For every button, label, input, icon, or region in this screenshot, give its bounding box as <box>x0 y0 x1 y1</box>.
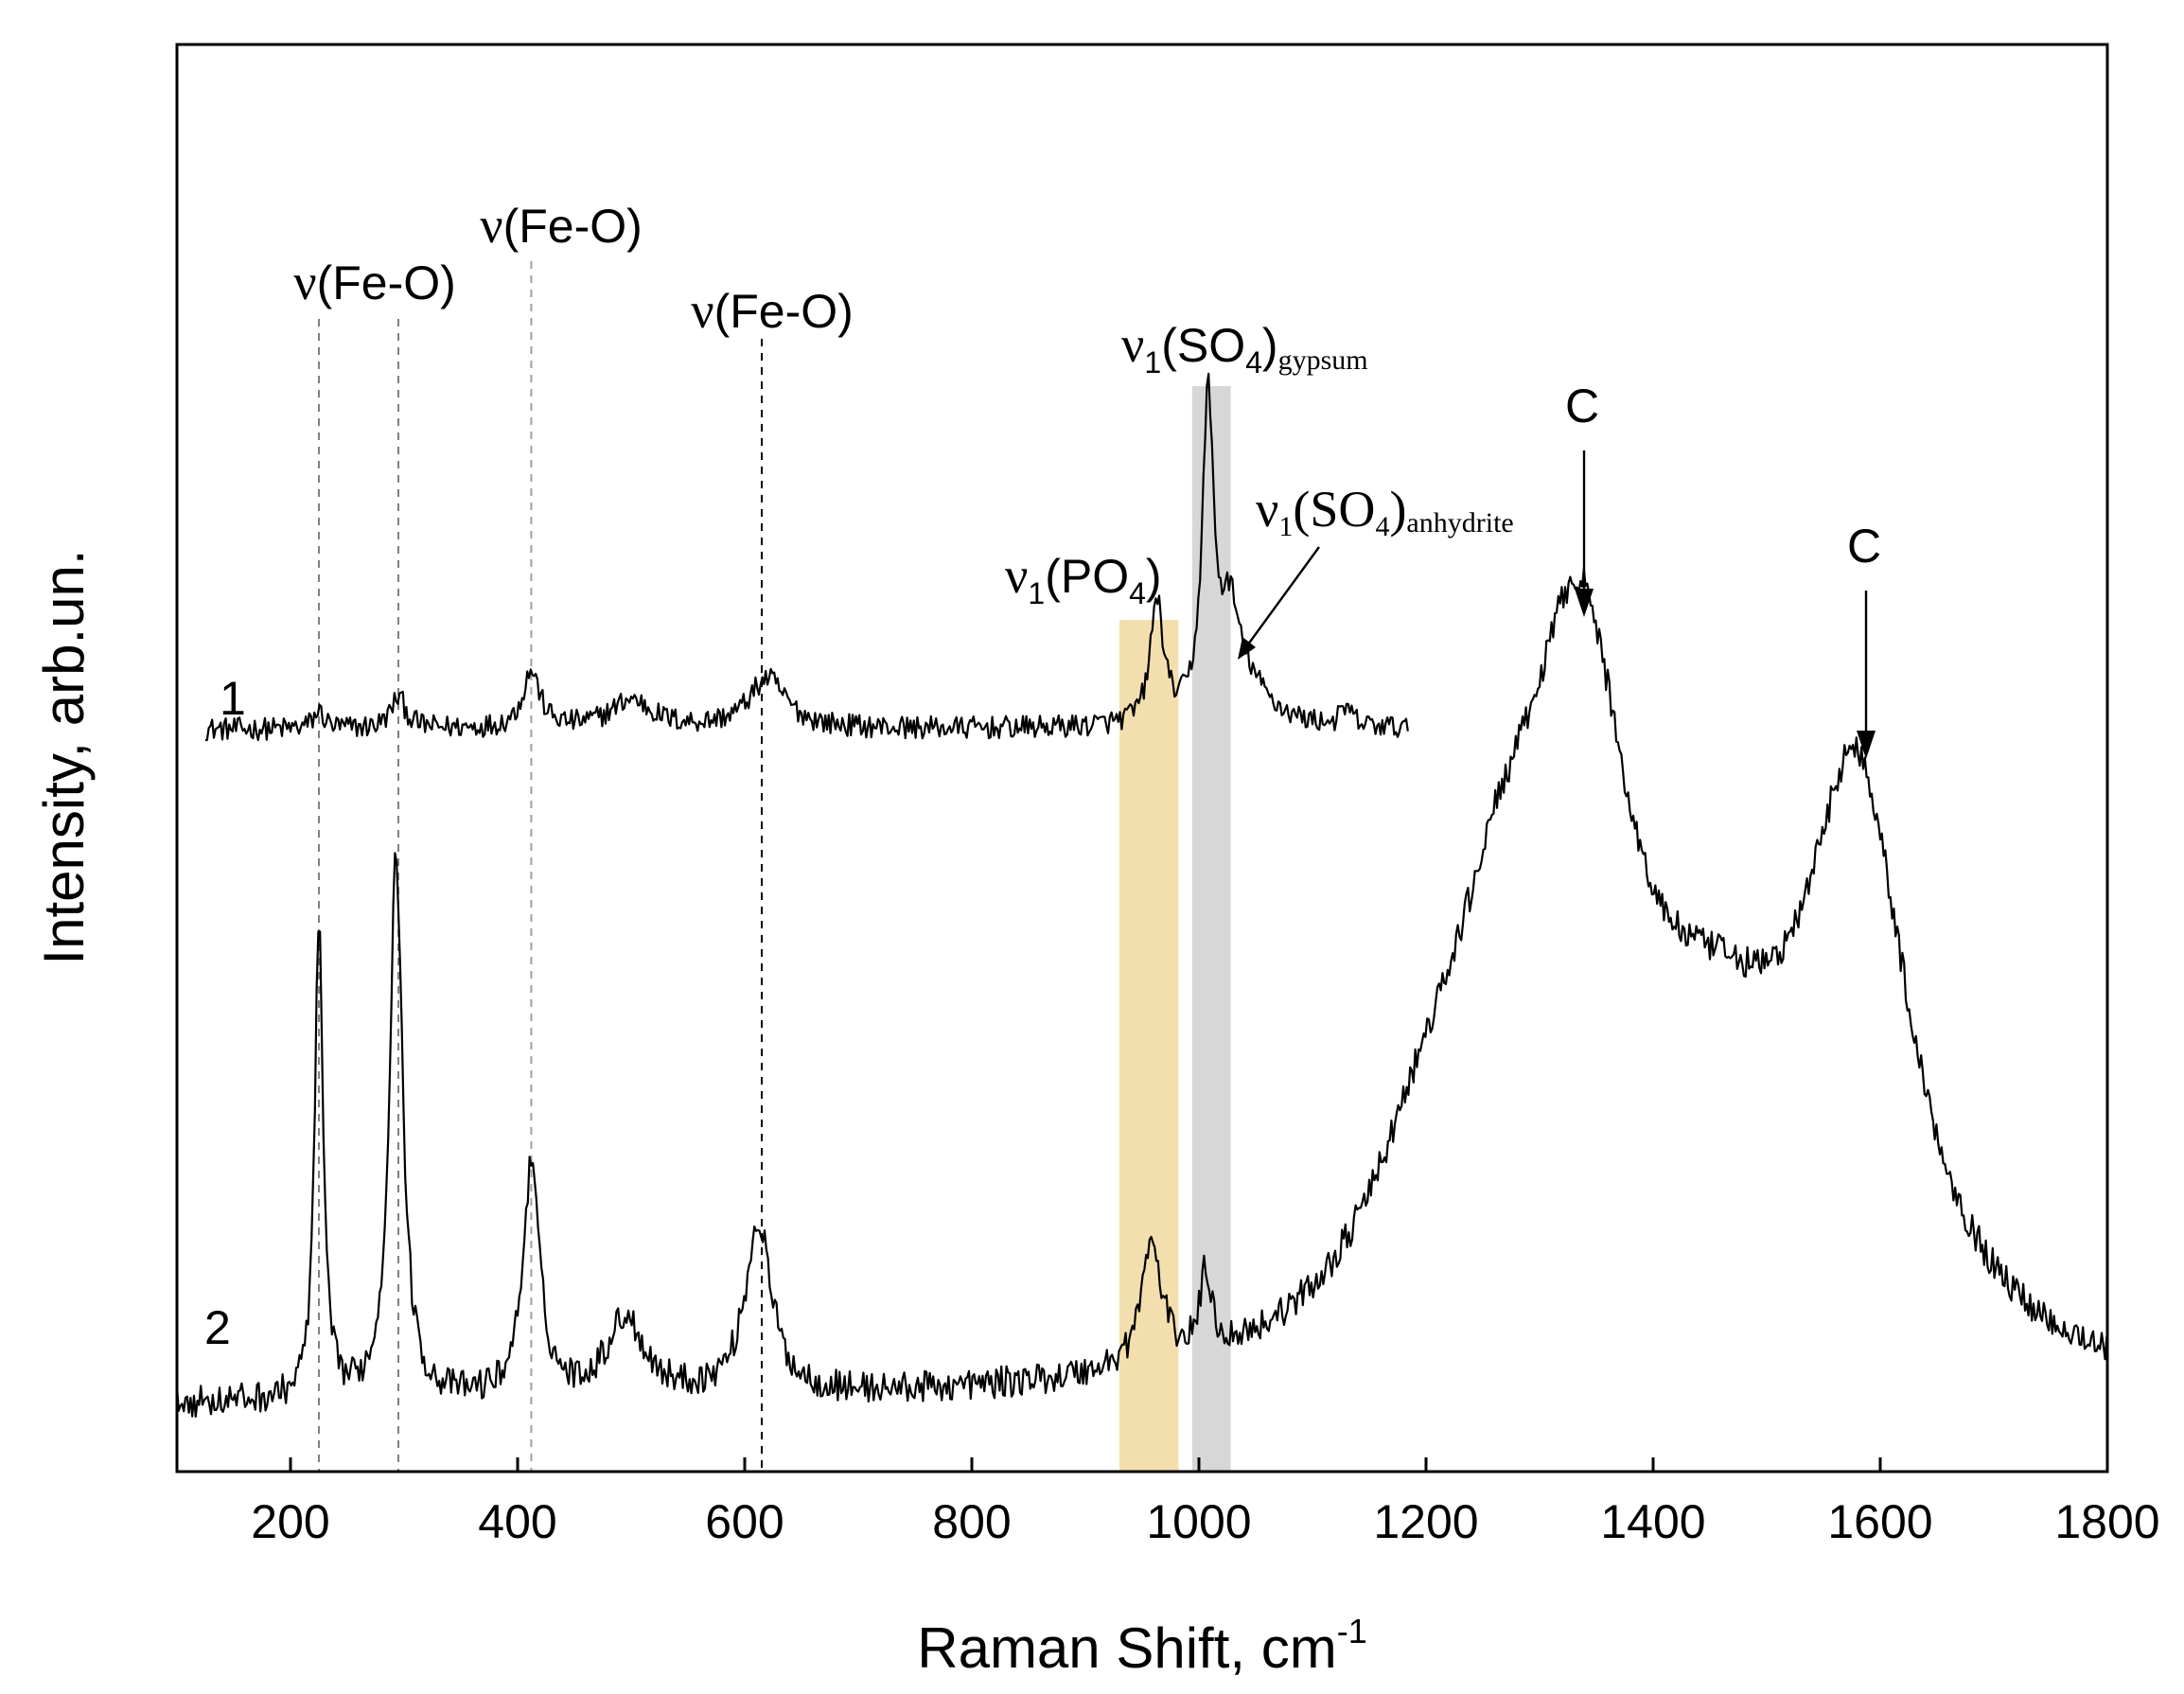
spectrum-line-2 <box>175 568 2108 1418</box>
x-axis-ticks <box>289 1457 2109 1472</box>
x-tick-label-1000: 1000 <box>1146 1495 1251 1548</box>
x-tick-label-1800: 1800 <box>2054 1495 2159 1548</box>
po4-band-label: ν1(PO4) <box>1005 547 1162 610</box>
spectrum-line-1 <box>205 372 1409 742</box>
series-label-2: 2 <box>204 1301 231 1354</box>
x-axis-tick-labels: 200 400 600 800 1000 1200 1400 1600 1800 <box>251 1495 2159 1548</box>
y-axis-title: Intensity, arb.un. <box>32 549 96 964</box>
series-label-1: 1 <box>220 672 246 725</box>
gypsum-band-label: ν1(SO4)gypsum <box>1121 316 1368 379</box>
c-arrowhead-1 <box>1575 589 1594 617</box>
fe-o-label-1: ν(Fe-O) <box>293 254 456 310</box>
x-tick-label-400: 400 <box>478 1495 556 1548</box>
x-tick-label-200: 200 <box>251 1495 329 1548</box>
fe-o-label-2: ν(Fe-O) <box>480 197 643 254</box>
c-arrowhead-2 <box>1857 731 1876 759</box>
anhydrite-label: ν1(SO4)anhydrite <box>1256 481 1514 542</box>
c-label-1: C <box>1565 379 1599 432</box>
x-tick-label-1600: 1600 <box>1827 1495 1932 1548</box>
po4-highlight-band <box>1119 620 1179 1472</box>
x-tick-label-1400: 1400 <box>1600 1495 1705 1548</box>
c-label-2: C <box>1847 520 1881 573</box>
reference-lines <box>318 261 763 1472</box>
x-tick-label-800: 800 <box>932 1495 1011 1548</box>
x-tick-label-600: 600 <box>705 1495 784 1548</box>
fe-o-label-3: ν(Fe-O) <box>691 282 854 339</box>
anhydrite-arrowhead <box>1238 637 1256 660</box>
anhydrite-arrow-line <box>1244 546 1320 649</box>
x-axis-title: Raman Shift, cm-1 <box>917 1612 1366 1680</box>
plot-frame <box>175 43 2109 1473</box>
highlight-bands <box>1119 386 1231 1472</box>
x-tick-label-1200: 1200 <box>1373 1495 1478 1548</box>
